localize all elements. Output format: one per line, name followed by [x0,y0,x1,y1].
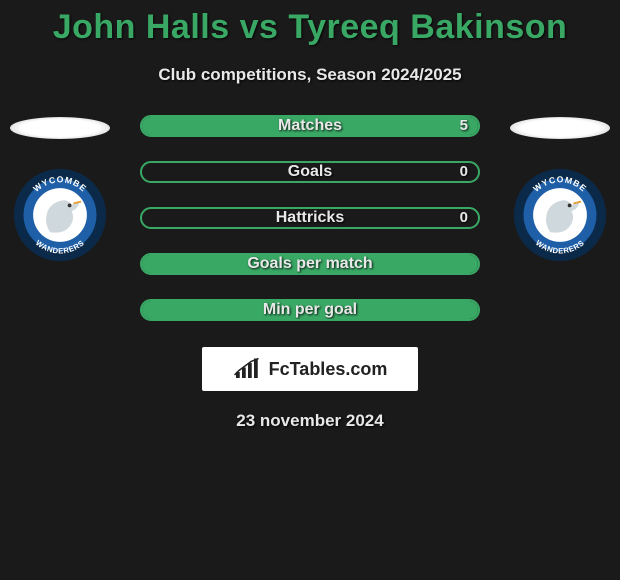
player-right-panel: WYCOMBE WANDERERS [500,115,620,263]
stat-bar: Min per goal [140,299,480,321]
stat-bar: Goals per match [140,253,480,275]
player-left-photo [10,117,110,139]
player-right-photo [510,117,610,139]
stat-bar: Hattricks0 [140,207,480,229]
stat-bar-label: Matches [142,117,478,135]
bar-chart-icon [233,357,263,381]
stat-bar: Matches5 [140,115,480,137]
stat-bar-label: Min per goal [142,301,478,319]
comparison-content: WYCOMBE WANDERERS Matches5Goals0Hattrick… [0,115,620,321]
footer-brand-logo: FcTables.com [202,347,418,391]
stat-bars: Matches5Goals0Hattricks0Goals per matchM… [140,115,480,321]
player-right-club-badge: WYCOMBE WANDERERS [512,167,608,263]
player-left-panel: WYCOMBE WANDERERS [0,115,120,263]
stat-bar-label: Hattricks [142,209,478,227]
stat-bar-label: Goals [142,163,478,181]
stat-bar-value-right: 0 [450,163,478,181]
player-left-club-badge: WYCOMBE WANDERERS [12,167,108,263]
comparison-subtitle: Club competitions, Season 2024/2025 [0,65,620,85]
stat-bar-label: Goals per match [142,255,478,273]
snapshot-date: 23 november 2024 [0,411,620,431]
stat-bar-value-right: 5 [450,117,478,135]
footer-brand-text: FcTables.com [269,359,388,380]
stat-bar: Goals0 [140,161,480,183]
stat-bar-value-right: 0 [450,209,478,227]
comparison-title: John Halls vs Tyreeq Bakinson [0,0,620,47]
